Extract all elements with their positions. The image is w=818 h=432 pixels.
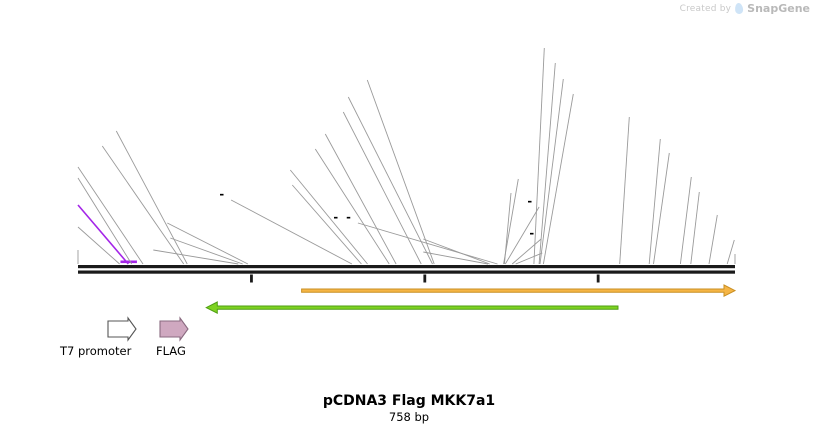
restriction-site-label[interactable]: - bbox=[208, 188, 228, 200]
restriction-site-label[interactable] bbox=[724, 228, 731, 240]
sequence-length: 758 bp bbox=[388, 410, 430, 424]
t7-site-marker bbox=[120, 260, 137, 264]
restriction-site-label[interactable] bbox=[508, 167, 515, 179]
restriction-site-label[interactable] bbox=[689, 180, 696, 192]
restriction-site-label[interactable] bbox=[545, 51, 552, 63]
restriction-site-label[interactable] bbox=[106, 119, 113, 131]
restriction-site-label[interactable]: - bbox=[516, 195, 536, 207]
site-name-separator: - bbox=[342, 210, 355, 224]
restriction-site-label[interactable]: - bbox=[518, 227, 538, 239]
restriction-site-label[interactable] bbox=[92, 134, 99, 146]
restriction-site-label[interactable] bbox=[157, 211, 164, 223]
watermark-brand: SnapGene bbox=[747, 2, 810, 15]
site-name-separator: - bbox=[215, 187, 229, 201]
snapgene-watermark: Created by SnapGene bbox=[680, 2, 810, 15]
sequence-axis-line-2 bbox=[78, 270, 735, 274]
legend-item-flag[interactable]: FLAG bbox=[156, 344, 186, 358]
restriction-site-label[interactable] bbox=[56, 155, 63, 167]
legend-label-t7-promoter: T7 promoter bbox=[60, 344, 132, 358]
restriction-site-label[interactable] bbox=[729, 242, 736, 254]
orf-track[interactable] bbox=[301, 284, 737, 298]
restriction-site-label[interactable] bbox=[707, 203, 714, 215]
site-name-separator: - bbox=[329, 210, 343, 224]
promoter-arrow-icon[interactable] bbox=[107, 316, 137, 342]
restriction-site-label[interactable] bbox=[143, 238, 150, 250]
restriction-site-label[interactable] bbox=[333, 100, 340, 112]
restriction-site-label[interactable] bbox=[357, 68, 364, 80]
restriction-site-label[interactable] bbox=[413, 240, 420, 252]
restriction-site-label[interactable] bbox=[563, 82, 570, 94]
restriction-site-label[interactable] bbox=[619, 105, 626, 117]
cds-track[interactable] bbox=[205, 301, 619, 315]
restriction-site-label[interactable] bbox=[280, 158, 287, 170]
restriction-site-label[interactable] bbox=[659, 141, 666, 153]
ruler-tick bbox=[596, 274, 600, 283]
restriction-site-label[interactable] bbox=[16, 238, 23, 250]
sequence-axis-line bbox=[78, 265, 735, 269]
cds-arrow-icon[interactable] bbox=[159, 316, 189, 342]
watermark-prefix: Created by bbox=[679, 3, 732, 14]
restriction-site-label[interactable] bbox=[315, 122, 322, 134]
restriction-site-label[interactable] bbox=[534, 36, 541, 48]
restriction-site-label[interactable] bbox=[650, 127, 657, 139]
legend-item-t7-promoter[interactable]: T7 promoter bbox=[60, 344, 131, 358]
restriction-site-label[interactable]: - - bbox=[322, 211, 355, 223]
restriction-site-label[interactable] bbox=[681, 165, 688, 177]
restriction-site-label[interactable] bbox=[282, 173, 289, 185]
restriction-site-label[interactable] bbox=[46, 215, 53, 227]
restriction-site-label[interactable] bbox=[305, 137, 312, 149]
legend-label-flag: FLAG bbox=[156, 344, 186, 358]
ruler-tick bbox=[250, 274, 253, 283]
ruler-tick bbox=[423, 274, 427, 283]
restriction-site-label[interactable] bbox=[160, 226, 167, 238]
restriction-site-label[interactable] bbox=[40, 193, 47, 205]
restriction-site-label[interactable] bbox=[413, 227, 420, 239]
site-name-separator: - bbox=[523, 194, 537, 208]
site-name-separator: - bbox=[525, 226, 539, 240]
restriction-site-label[interactable] bbox=[553, 67, 560, 79]
restriction-site-label[interactable] bbox=[532, 241, 539, 253]
restriction-site-label[interactable] bbox=[338, 85, 345, 97]
page-title: pCDNA3 Flag MKK7a1 bbox=[322, 393, 496, 409]
